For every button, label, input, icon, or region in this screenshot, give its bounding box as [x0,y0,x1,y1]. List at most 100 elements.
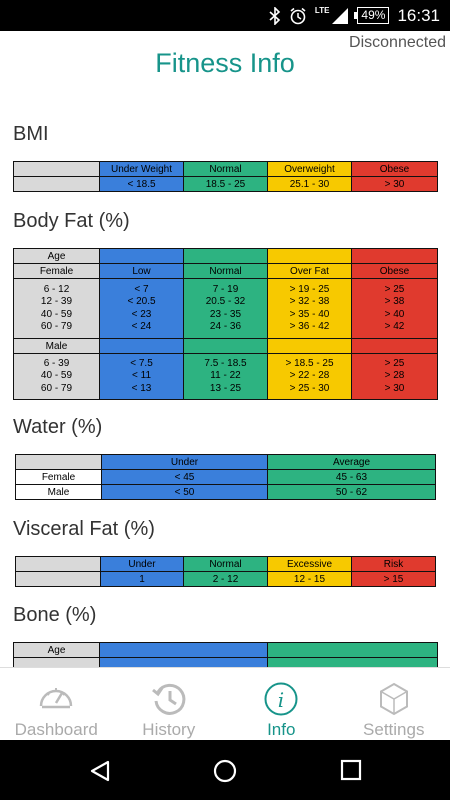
battery-indicator: 49% [354,7,390,24]
cell-line: 40 - 59 [40,308,73,320]
table-cell: > 25 > 38 > 40 > 42 [351,278,438,339]
network-type: LTE [314,5,330,15]
table-cell [267,338,352,354]
table-cell: 50 - 62 [267,484,436,500]
nav-label: Dashboard [14,720,98,739]
cell-line: 7 - 19 [212,283,239,295]
table-label: Male [13,338,100,354]
bmi-table: Under Weight Normal Overweight Obese < 1… [13,161,438,192]
cell-line: 40 - 59 [40,370,73,382]
table-cell [99,248,184,264]
settings-hexagon-icon [379,682,408,716]
recents-icon[interactable] [340,759,362,781]
table-cell: > 19 - 25 > 32 - 38 > 35 - 40 > 36 - 42 [267,278,352,339]
table-cell: < 18.5 [99,176,184,192]
table-cell [99,642,268,658]
table-cell [267,657,438,667]
cell-line: < 11 [132,370,151,382]
table-header: Obese [351,161,438,177]
cell-line: 24 - 36 [209,321,242,332]
alarm-icon [290,7,306,24]
table-cell [99,338,184,354]
bone-table: Age [13,642,438,667]
table-cell: < 7 < 20.5 < 23 < 24 [99,278,184,339]
table-cell [13,176,100,192]
table-label: Age [13,642,100,658]
table-cell [13,657,100,667]
cell-line: > 19 - 25 [289,283,330,295]
table-cell [351,248,438,264]
page-title: Fitness Info [155,48,295,78]
cell-line: > 40 [384,308,405,320]
table-header: Overweight [267,161,352,177]
cell-line: < 24 [131,321,152,332]
home-icon[interactable] [213,759,237,783]
table-cell: 45 - 63 [267,469,436,485]
cell-line: 6 - 39 [43,357,70,369]
table-cell: > 15 [351,571,436,587]
cell-line: < 20.5 [127,296,156,307]
cell-line: > 36 - 42 [289,321,330,332]
table-header: Normal [183,161,268,177]
table-cell [183,248,268,264]
cell-line: 13 - 25 [209,382,242,394]
cell-line: 7.5 - 18.5 [204,357,247,369]
info-content[interactable]: BMI Under Weight Normal Overweight Obese… [0,100,450,667]
table-cell: 7.5 - 18.5 11 - 22 13 - 25 [183,353,268,400]
cell-line: > 25 [384,283,405,295]
nav-dashboard[interactable]: Dashboard [0,668,113,740]
table-header: Over Fat [267,263,352,279]
connection-status: Disconnected [349,34,446,51]
table-cell: 18.5 - 25 [183,176,268,192]
body-fat-table: Age Female Low Normal Over Fat Obese 6 -… [13,248,438,400]
cell-line: 60 - 79 [40,382,73,394]
cell-line: < 23 [131,308,152,320]
table-cell: 1 [100,571,184,587]
cell-line: > 28 [384,370,405,382]
cell-line: < 7 [134,283,149,295]
nav-settings[interactable]: Settings [338,668,450,740]
table-cell: > 25 > 28 > 30 [351,353,438,400]
back-icon[interactable] [88,759,112,783]
bone-title: Bone (%) [13,604,97,626]
table-header: Obese [351,263,438,279]
nav-info[interactable]: i Info [225,668,338,740]
info-icon: i [264,682,298,716]
cell-line: > 18.5 - 25 [285,357,334,369]
table-header: Normal [183,556,268,572]
table-cell: > 30 [351,176,438,192]
table-cell [183,338,268,354]
cell-line: < 13 [131,382,152,394]
table-cell: < 45 [101,469,268,485]
svg-text:i: i [278,688,284,712]
table-label: Age [13,248,100,264]
table-header: Average [267,454,436,470]
table-cell [15,571,101,587]
cell-line: > 25 [384,357,405,369]
age-ranges: 6 - 39 40 - 59 60 - 79 [13,353,100,400]
table-cell [267,248,352,264]
visceral-fat-table: Under Normal Excessive Risk 1 2 - 12 12 … [15,556,436,587]
table-cell: < 50 [101,484,268,500]
table-cell: 2 - 12 [183,571,268,587]
cell-line: > 25 - 30 [289,382,330,394]
nav-label: History [142,720,196,739]
table-cell [351,338,438,354]
cell-line: > 32 - 38 [289,296,330,307]
cell-line: 12 - 39 [40,296,73,307]
system-nav-bar [0,740,450,800]
status-bar: LTE 49% 16:31 [0,0,450,31]
bluetooth-icon [269,6,281,25]
cell-line: > 38 [384,296,405,307]
nav-history[interactable]: History [113,668,226,740]
table-cell [267,642,438,658]
cell-line: > 35 - 40 [289,308,330,320]
table-cell: 7 - 19 20.5 - 32 23 - 35 24 - 36 [183,278,268,339]
cell-line: 60 - 79 [40,321,73,332]
clock: 16:31 [397,5,440,25]
cell-line: 6 - 12 [43,283,70,295]
table-cell [13,161,100,177]
signal-icon [332,7,349,24]
nav-label: Info [267,720,296,739]
table-header: Excessive [267,556,352,572]
